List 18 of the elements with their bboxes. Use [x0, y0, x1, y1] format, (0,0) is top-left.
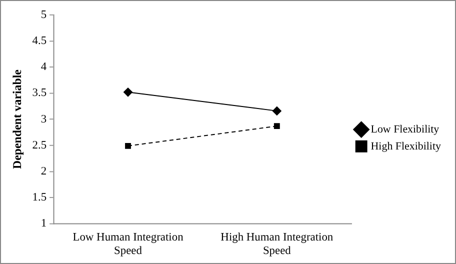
y-tick-label: 4 — [40, 61, 47, 74]
y-tick-label: 3.5 — [32, 87, 47, 100]
point — [272, 106, 282, 116]
point — [125, 142, 131, 149]
legend-label: Low Flexibility — [370, 123, 440, 136]
x-tick-label: High Human Integration Speed — [220, 232, 334, 258]
y-tick-label: 5 — [40, 8, 47, 21]
y-tick-label: 2 — [40, 166, 47, 178]
point — [274, 123, 280, 130]
point — [124, 88, 132, 97]
x-tick-label: Low Human Integration Speed — [72, 232, 184, 258]
y-tick-label: 2.5 — [32, 139, 47, 152]
y-axis-title: Dependent variable — [10, 70, 24, 169]
y-tick-label: 3 — [40, 113, 47, 126]
y-tick-label: 1.5 — [32, 192, 47, 204]
y-tick-label: 4.5 — [32, 35, 47, 47]
y-tick-label: 1 — [40, 218, 47, 230]
legend-label: High Flexibility — [370, 140, 442, 152]
